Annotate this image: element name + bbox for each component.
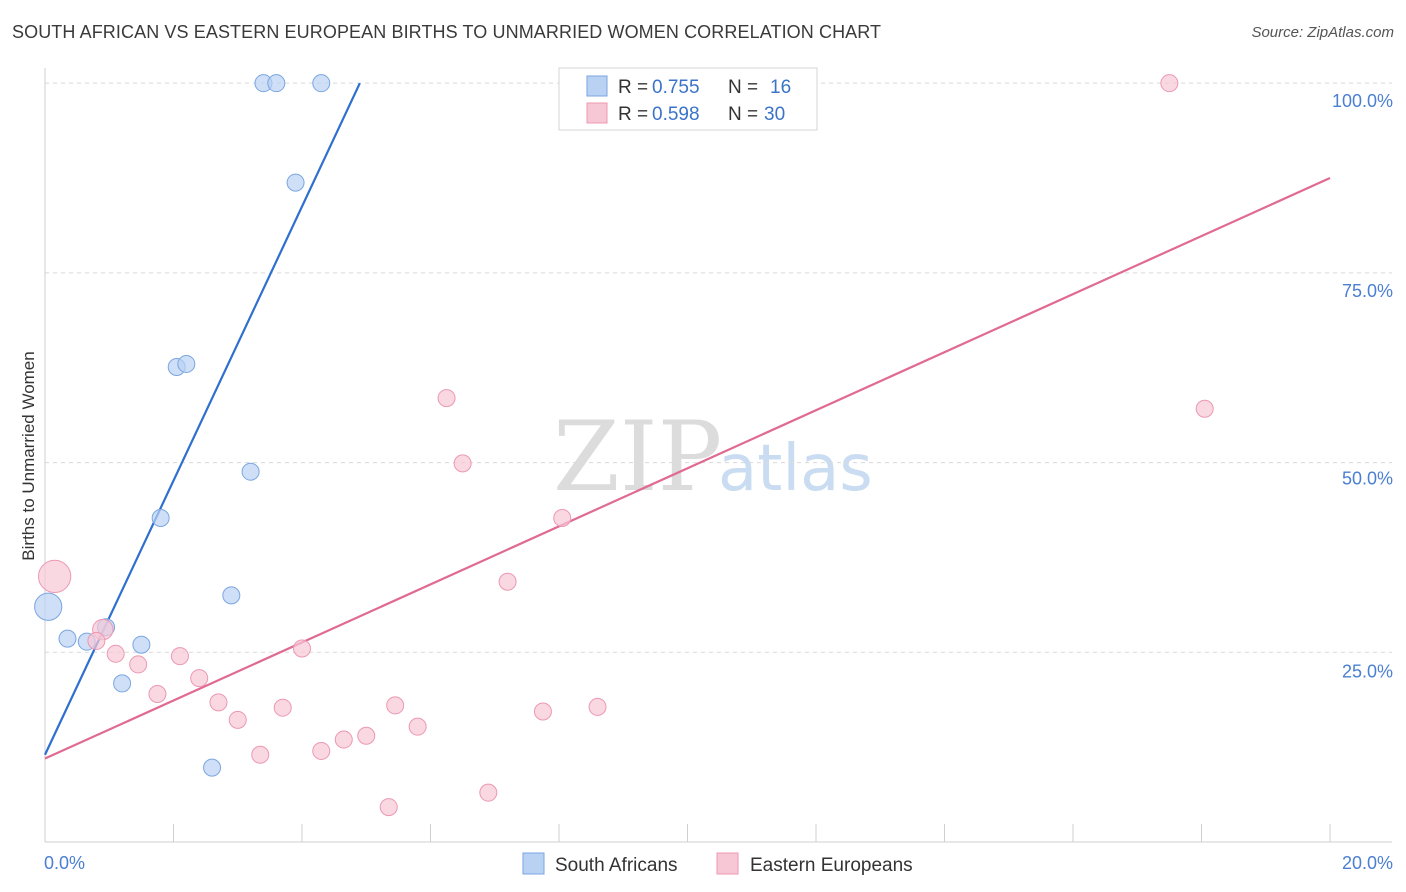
legend-swatch-pink	[586, 102, 608, 124]
data-point	[58, 629, 77, 648]
data-point	[228, 710, 247, 729]
data-point	[190, 669, 209, 688]
series-label-south-africans: South Africans	[555, 855, 678, 876]
data-point	[203, 758, 222, 777]
data-point	[408, 717, 427, 736]
data-point	[312, 74, 331, 93]
data-point	[151, 508, 170, 527]
data-points	[34, 74, 1214, 817]
data-point	[588, 697, 607, 716]
data-point	[222, 586, 241, 605]
gridlines	[45, 82, 1392, 653]
data-point	[148, 685, 167, 704]
data-point	[286, 173, 305, 192]
data-point	[1195, 399, 1214, 418]
series-swatch-south-africans	[522, 852, 545, 875]
data-point	[87, 631, 106, 650]
y-tick-label: 50.0%	[1342, 469, 1393, 489]
legend-n-label: N =	[728, 104, 758, 125]
series-label-eastern-europeans: Eastern Europeans	[750, 855, 913, 876]
y-tick-label: 25.0%	[1342, 661, 1393, 681]
legend-n-label: N =	[728, 77, 758, 98]
series-swatch-eastern-europeans	[716, 852, 739, 875]
legend-n-value: 16	[770, 77, 791, 98]
data-point	[293, 639, 311, 658]
data-point	[533, 702, 552, 721]
source-label: Source: ZipAtlas.com	[1251, 24, 1394, 41]
data-point	[386, 696, 405, 715]
data-point	[241, 462, 260, 481]
legend-swatch-blue	[586, 75, 608, 97]
data-point	[498, 572, 517, 591]
y-axis-label: Births to Unmarried Women	[19, 351, 38, 560]
data-point	[273, 698, 292, 717]
legend-r-value: 0.598	[652, 104, 700, 125]
data-point	[312, 741, 331, 760]
watermark-atlas: atlas	[718, 432, 873, 506]
data-point	[379, 798, 398, 817]
x-tick-label-max: 20.0%	[1342, 853, 1393, 873]
data-point	[1160, 74, 1179, 93]
data-point	[37, 559, 72, 594]
data-point	[132, 635, 151, 654]
y-tick-label: 100.0%	[1332, 91, 1393, 111]
x-tick-label-min: 0.0%	[44, 853, 85, 873]
data-point	[553, 508, 572, 527]
data-point	[170, 647, 189, 666]
data-point	[106, 644, 125, 663]
data-point	[334, 730, 353, 749]
data-point	[251, 745, 270, 764]
data-point	[177, 354, 196, 373]
data-point	[357, 726, 376, 745]
legend-r-label: R =	[618, 77, 648, 98]
legend: R = 0.755 N = 16 R = 0.598 N = 30	[558, 67, 818, 131]
data-point	[209, 693, 228, 712]
chart-title: SOUTH AFRICAN VS EASTERN EUROPEAN BIRTHS…	[12, 22, 882, 42]
legend-r-value: 0.755	[652, 77, 700, 98]
watermark-zip: ZIP	[553, 401, 722, 513]
data-point	[479, 783, 498, 802]
data-point	[267, 74, 286, 93]
data-point	[437, 389, 456, 408]
y-tick-label: 75.0%	[1342, 281, 1393, 301]
data-point	[34, 592, 63, 621]
data-point	[453, 454, 472, 473]
data-point	[129, 655, 148, 674]
legend-r-label: R =	[618, 104, 648, 125]
series-legend: South Africans Eastern Europeans	[522, 852, 913, 876]
axes	[44, 68, 1392, 843]
trend-line	[44, 82, 361, 756]
legend-n-value: 30	[764, 104, 785, 125]
data-point	[113, 674, 132, 693]
trend-line	[44, 177, 1331, 760]
